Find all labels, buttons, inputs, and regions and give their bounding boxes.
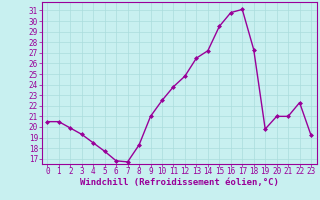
X-axis label: Windchill (Refroidissement éolien,°C): Windchill (Refroidissement éolien,°C) [80, 178, 279, 187]
